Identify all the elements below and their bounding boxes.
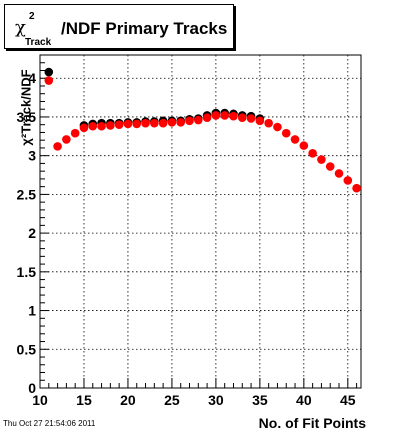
y-tick-label: 1.5 [17,264,37,280]
data-point-series-2 [237,113,247,123]
x-tick-label: 20 [120,392,136,408]
x-tick-label: 45 [340,392,356,408]
y-axis-label-text: χ²Track/NDF [18,69,34,146]
data-point-series-2 [53,142,62,151]
title-subscript: Track [25,37,52,48]
data-point-series-2 [325,162,335,171]
y-tick-label: 3 [28,148,36,164]
data-point-series-2 [343,176,353,185]
data-point-series-2 [106,121,115,130]
y-axis-label: χ²Track/NDF [19,48,34,168]
data-point-series-2 [317,155,326,164]
data-point-series-2 [299,141,309,150]
x-tick-label: 35 [252,392,268,408]
plot-frame [39,54,362,389]
data-point-series-2 [352,183,361,193]
chart-title: χ 2 Track /NDF Primary Tracks [4,4,234,49]
data-point-series-2 [264,118,273,128]
y-tick-label: 3.5 [17,109,37,125]
data-point-series-2 [62,135,71,144]
data-point-series-2 [202,113,212,123]
data-point-series-2 [229,111,238,121]
data-point-series-2 [185,116,194,126]
data-point-series-2 [132,119,142,129]
y-tick-label: 0 [28,380,36,396]
data-point-series-2 [281,128,291,138]
x-tick-label: 30 [208,392,224,408]
x-tick-label: 15 [76,392,92,408]
title-superscript: 2 [29,11,35,22]
x-tick-label: 25 [164,392,180,408]
data-point-series-2 [70,128,80,138]
data-point-series-2 [167,118,177,127]
y-tick-label: 0.5 [17,341,37,357]
data-point-series-2 [290,135,300,144]
data-point-series-2 [97,121,106,131]
data-point-series-2 [255,116,265,126]
data-point-series-2 [141,118,150,128]
y-tick-label: 1 [28,303,36,319]
data-point-series-2 [123,119,133,129]
data-point-series-2 [273,122,282,132]
x-axis-label: No. of Fit Points [259,415,367,431]
data-point-series-2 [220,111,229,120]
data-point-series-2 [158,118,168,128]
data-point-series-2 [211,111,221,120]
data-point-series-2 [44,76,54,85]
data-point-series-2 [246,114,256,123]
data-point-series-2 [150,118,159,128]
y-tick-label: 2.5 [17,186,37,202]
data-point-series-2 [114,120,124,129]
data-point-series-2 [88,121,98,131]
data-point-series-2 [334,169,344,178]
data-point-series-2 [308,149,317,158]
data-point-series-2 [176,118,186,127]
x-tick-label: 10 [32,392,48,408]
title-main: /NDF Primary Tracks [61,19,228,38]
data-point-series-2 [194,115,203,125]
data-point-series-1 [44,67,54,77]
title-chi: χ [15,17,26,38]
y-tick-label: 4 [28,70,36,86]
x-tick-label: 40 [296,392,312,408]
footer-timestamp: Thu Oct 27 21:54:06 2011 [3,419,96,428]
y-tick-label: 2 [28,225,36,241]
data-point-series-2 [79,123,89,133]
